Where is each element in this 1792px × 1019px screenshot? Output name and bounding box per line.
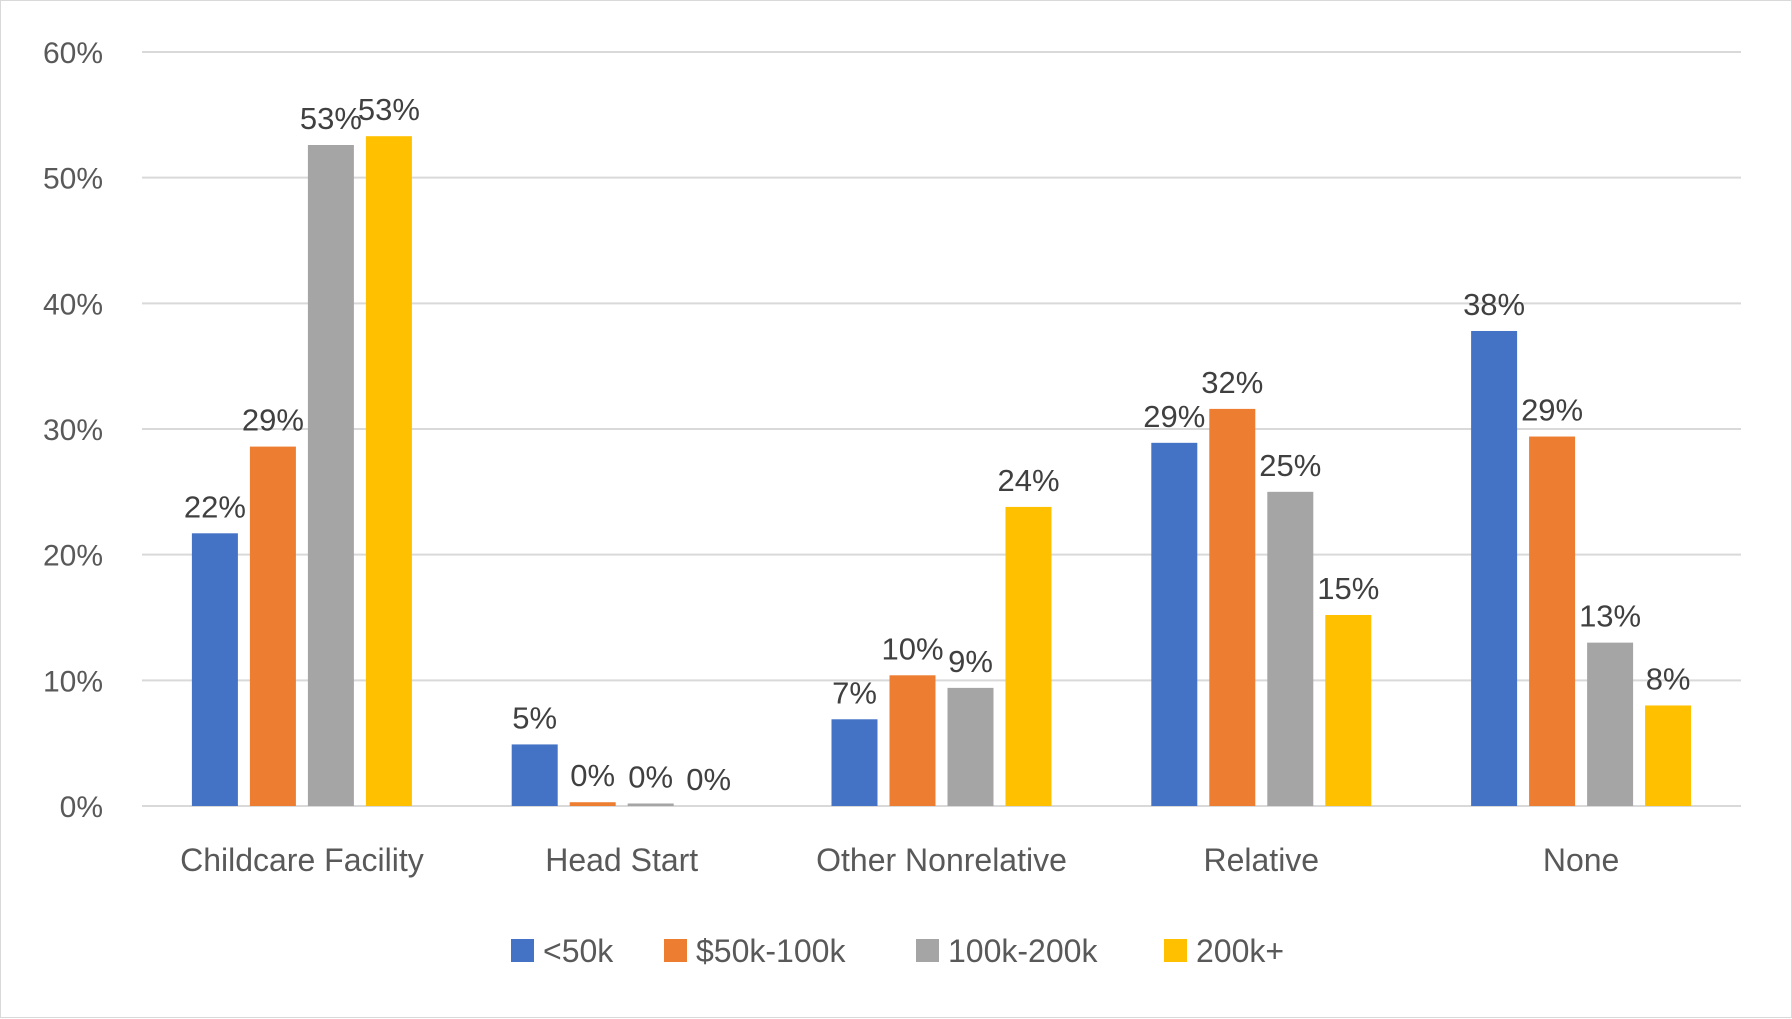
data-label: 29% [1521,393,1583,428]
data-label: 10% [881,631,943,666]
data-label: 38% [1463,287,1525,322]
y-tick-label: 40% [43,288,103,321]
bar [947,687,994,806]
data-label: 15% [1317,571,1379,606]
bar [307,144,354,806]
y-tick-label: 50% [43,163,103,196]
data-label: 9% [948,644,993,679]
bar [249,446,296,806]
data-label: 0% [628,759,673,794]
bar [191,533,238,806]
data-label: 0% [686,762,731,797]
data-label: 7% [832,675,877,710]
data-label: 25% [1259,448,1321,483]
data-label: 8% [1646,661,1691,696]
legend: <50k $50k-100k 100k-200k 200k+ [511,933,1284,969]
y-tick-label: 20% [43,540,103,573]
data-label: 53% [300,101,362,136]
legend-swatch [511,939,534,962]
legend-swatch [1164,939,1187,962]
x-category-label: Childcare Facility [180,842,424,878]
legend-label: $50k-100k [696,933,846,969]
x-category-label: Head Start [545,842,698,878]
data-label: 29% [1143,399,1205,434]
bar [1529,436,1576,806]
bar [1645,705,1692,806]
bar [1325,614,1372,806]
data-labels: 22%29%53%53%5%0% 0% 0%7%10% 9%24%29%32%25%1… [184,92,1691,797]
x-category-label: Other Nonrelative [816,842,1067,878]
bar [569,802,616,806]
legend-label: 200k+ [1196,933,1284,969]
y-axis-ticks: 0% 10% 20% 30% 40% 50% 60% [43,37,103,824]
legend-swatch [916,939,939,962]
data-label: 22% [184,489,246,524]
bar [1005,506,1052,806]
y-tick-label: 0% [60,791,103,824]
data-label: 29% [242,403,304,438]
data-label: 24% [997,463,1059,498]
bar [1209,408,1256,806]
bar [365,136,412,807]
bar [511,744,558,806]
x-category-label: None [1543,842,1620,878]
bar [627,803,674,806]
bar [889,675,936,806]
bar [1587,642,1634,806]
data-label: 13% [1579,599,1641,634]
bar [1151,442,1198,806]
data-label: 32% [1201,365,1263,400]
data-label: 5% [512,700,557,735]
x-axis-categories: Childcare Facility Head Start Other Nonrel… [180,842,1619,878]
y-tick-label: 60% [43,37,103,70]
data-label: 53% [358,92,420,127]
bars [191,136,1692,807]
y-tick-label: 30% [43,414,103,447]
legend-label: <50k [543,933,614,969]
y-tick-label: 10% [43,665,103,698]
bar [1471,330,1518,806]
bar [1267,491,1314,806]
x-category-label: Relative [1203,842,1319,878]
legend-swatch [664,939,687,962]
legend-label: 100k-200k [948,933,1098,969]
data-label: 0% [570,758,615,793]
bar [831,719,878,806]
